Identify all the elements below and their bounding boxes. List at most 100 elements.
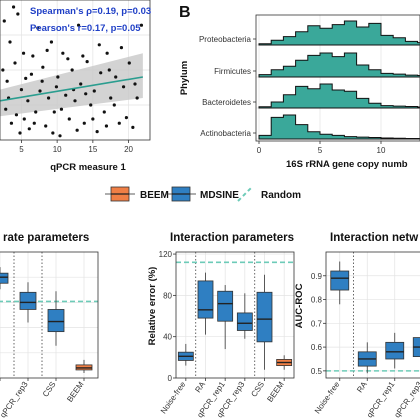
panel-a-point — [95, 130, 99, 134]
panel-a-point — [56, 75, 60, 79]
panel-a-point — [1, 68, 5, 72]
panel-e-box — [330, 270, 350, 291]
panel-a-x-ticks: 5 10 15 20 — [19, 140, 134, 154]
panel-d-title: Interaction parameters — [170, 232, 294, 244]
panel-a-point — [102, 110, 106, 114]
legend-item-mdsine: MDSINE — [166, 186, 239, 202]
panel-a-x-title: qPCR measure 1 — [50, 162, 126, 173]
panel-a-point — [49, 40, 54, 44]
legend-label-mdsine: MDSINE — [200, 190, 239, 201]
panel-a-point — [112, 103, 116, 107]
panel-a: 5 10 15 20 qPCR measure 1 Spearman's ρ=0.19… — [0, 0, 151, 173]
panel-e-y-title: AUC-ROC — [294, 283, 305, 328]
legend-label-random: Random — [261, 190, 301, 201]
panel-a-point — [91, 117, 95, 121]
panel-d-x-tick-label: BEEM — [265, 380, 286, 404]
panel-a-stat-spearman: Spearman's ρ=0.19, p=0.03 — [30, 6, 151, 17]
panel-a-point — [16, 12, 20, 16]
panel-a-point — [2, 19, 6, 23]
panel-c-title: rate parameters — [3, 232, 89, 244]
panel-b-category-label: Bacteroidetes — [202, 98, 251, 107]
panel-b-category-label: Proteobacteria — [199, 35, 252, 44]
panel-d-y-tick-label: 40 — [163, 333, 172, 342]
panel-e-x-tick-label: qPCR_rep3 — [393, 380, 420, 420]
panel-a-point — [13, 61, 17, 65]
panel-c-box — [47, 309, 65, 333]
panel-a-point — [4, 107, 8, 111]
panel-a-point — [18, 131, 22, 135]
panel-a-point — [109, 96, 113, 100]
panel-a-point — [82, 121, 86, 125]
panel-a-x-tick-label: 20 — [124, 145, 133, 154]
panel-a-point — [58, 134, 62, 138]
panel-a-point — [124, 116, 129, 120]
panel-b-category-labels: Proteobacteria Firmicutes Bacteroidetes Act… — [199, 35, 256, 138]
panel-a-confidence-band — [0, 53, 143, 117]
panel-a-point — [121, 85, 126, 89]
panel-e-x-tick-label: RA — [355, 379, 369, 394]
panel-d: Interaction parameters Relative error (%… — [147, 232, 295, 419]
panel-a-point — [45, 48, 49, 53]
panel-a-point — [81, 54, 85, 58]
panel-a-point — [85, 60, 89, 64]
panel-a-point — [70, 68, 74, 72]
panel-b-x-tick-label: 0 — [257, 146, 262, 155]
panel-a-point — [31, 54, 35, 58]
panel-b: B Proteobacteria Firmicutes Bacteroidetes A… — [179, 4, 420, 170]
panel-a-frame — [0, 0, 151, 141]
panel-a-point — [84, 92, 88, 96]
panel-a-point — [97, 43, 101, 47]
legend-item-random: Random — [237, 186, 301, 202]
panel-a-point — [22, 117, 26, 121]
panel-d-y-title: Relative error (%) — [147, 267, 158, 346]
panel-a-point — [32, 121, 36, 125]
panel-a-point — [119, 46, 124, 50]
panel-e-x-tick-label: Noise-free — [313, 380, 342, 416]
panel-a-point — [11, 5, 16, 9]
panel-b-category-label: Actinobacteria — [200, 129, 251, 138]
panel-a-point — [139, 23, 144, 27]
panel-c-x-tick-label: _rep1 — [0, 380, 2, 403]
panel-d-box — [236, 312, 253, 331]
panel-a-point — [92, 89, 96, 93]
panel-a-point — [29, 72, 34, 76]
panel-b-x-tick-label: 5 — [318, 146, 323, 155]
panel-a-point — [9, 121, 14, 125]
panel-a-point — [19, 88, 24, 92]
panel-a-point — [46, 96, 51, 100]
legend: BEEM MDSINE Random — [105, 186, 301, 202]
panel-e-title: Interaction netw — [330, 232, 418, 244]
panel-d-box — [256, 291, 273, 343]
panel-a-point — [44, 124, 48, 128]
panel-d-box — [217, 290, 234, 322]
panel-b-x-title: 16S rRNA gene copy numb — [286, 159, 408, 170]
panel-a-point — [38, 89, 42, 93]
panel-d-box — [197, 280, 214, 319]
panel-a-point — [105, 51, 109, 55]
legend-item-beem: BEEM — [105, 186, 169, 202]
panel-e-y-tick-label: 0.8 — [311, 296, 323, 305]
legend-label-beem: BEEM — [140, 190, 169, 201]
panel-a-point — [27, 127, 31, 131]
panel-d-x-tick-label: RA — [193, 379, 207, 394]
panel-e-y-tick-label: 0.6 — [311, 343, 323, 352]
panel-a-point — [51, 131, 55, 135]
panel-a-point — [107, 68, 111, 72]
panel-a-point — [131, 125, 135, 129]
panel-b-y-title: Phylum — [179, 61, 190, 95]
panel-a-point — [14, 113, 19, 117]
panel-a-point — [36, 26, 40, 30]
panel-a-point — [26, 99, 30, 103]
panel-a-point — [40, 79, 44, 83]
panel-a-point — [133, 82, 137, 86]
panel-c-x-tick-label: BEEM — [65, 380, 86, 404]
panel-a-point — [135, 96, 139, 100]
panel-e-y-tick-label: 0.7 — [311, 319, 323, 328]
panel-a-point — [61, 51, 65, 55]
panel-a-fit-line — [0, 76, 143, 102]
panel-a-point — [89, 103, 93, 107]
